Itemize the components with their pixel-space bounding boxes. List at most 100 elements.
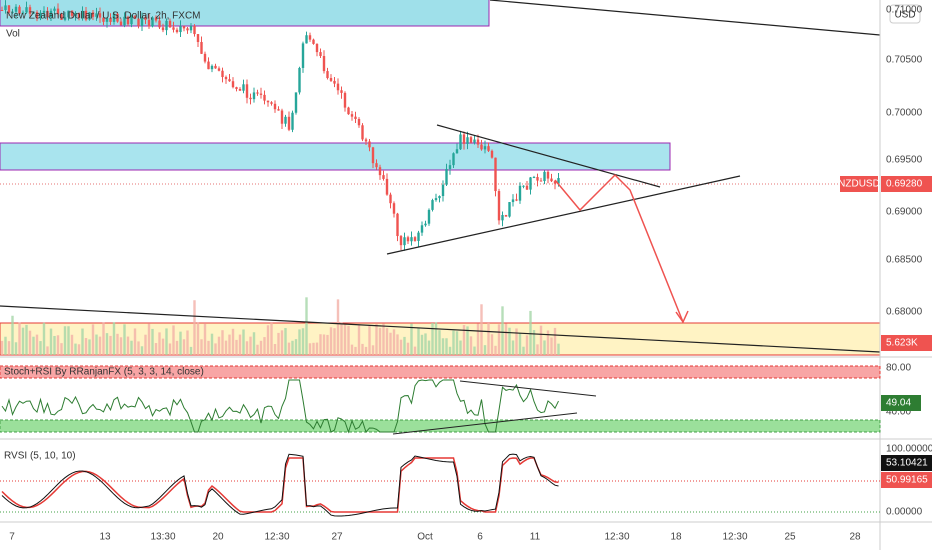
- volume-bar: [448, 346, 452, 355]
- candle-body: [67, 10, 70, 18]
- volume-bar: [32, 336, 35, 355]
- volume-bar: [518, 333, 522, 355]
- candle-body: [242, 84, 245, 91]
- volume-bar: [196, 322, 200, 355]
- candle-body: [25, 7, 28, 13]
- volume-bar: [74, 343, 77, 355]
- volume-bar: [378, 327, 382, 355]
- candle-body: [123, 16, 126, 26]
- candle-body: [133, 15, 137, 19]
- candle-body: [18, 6, 21, 14]
- candle-body: [424, 223, 427, 226]
- candle-body: [224, 77, 228, 80]
- candle-body: [88, 12, 91, 20]
- volume-bar: [280, 330, 284, 355]
- volume-bar: [431, 322, 434, 355]
- candle-body: [455, 149, 459, 154]
- candle-body: [186, 28, 189, 31]
- candle-body: [504, 215, 508, 217]
- candle-body: [340, 90, 343, 93]
- candle-body: [403, 237, 406, 246]
- trendline: [459, 380, 597, 397]
- volume-bar: [315, 342, 319, 355]
- volume-bar: [81, 328, 84, 355]
- candle-body: [53, 8, 56, 11]
- candle-body: [364, 139, 368, 142]
- volume-bar: [413, 346, 417, 355]
- candle-body: [210, 65, 214, 70]
- volume-bar: [266, 325, 270, 355]
- candle-body: [7, 5, 11, 13]
- volume-bar: [14, 342, 18, 355]
- volume-bar: [67, 326, 70, 355]
- volume-bar: [301, 328, 305, 355]
- candle-body: [109, 17, 112, 22]
- volume-bar: [553, 327, 557, 355]
- volume-bar: [410, 323, 413, 355]
- candle-body: [522, 185, 525, 187]
- candle-body: [392, 203, 396, 214]
- volume-bar: [305, 297, 308, 355]
- volume-bar: [291, 340, 294, 355]
- volume-bar: [343, 324, 347, 355]
- volume-bar: [350, 344, 354, 355]
- volume-bar: [231, 328, 235, 355]
- volume-bar: [116, 333, 119, 355]
- volume-bar: [396, 334, 399, 355]
- candle-body: [35, 12, 39, 19]
- volume-bar: [550, 337, 553, 355]
- candle-body: [361, 125, 364, 140]
- volume-bar: [445, 338, 448, 355]
- candle-body: [196, 34, 200, 43]
- volume-bar: [522, 346, 525, 355]
- volume-bar: [284, 328, 287, 355]
- candle-body: [333, 80, 336, 84]
- candle-body: [158, 20, 161, 28]
- volume-bar: [21, 327, 25, 355]
- currency-button[interactable]: [889, 4, 921, 24]
- volume-bar: [242, 329, 245, 355]
- candle-body: [480, 144, 483, 150]
- candle-body: [511, 199, 515, 203]
- volume-bar: [144, 334, 147, 355]
- candle-body: [434, 198, 438, 201]
- volume-bar: [501, 306, 504, 355]
- currency[interactable]: USD: [894, 10, 915, 21]
- candle-body: [525, 185, 529, 190]
- candle-body: [151, 17, 154, 27]
- candle-body: [235, 87, 238, 89]
- volume-bar: [256, 344, 259, 355]
- volume-bar: [452, 330, 455, 355]
- volume-bar: [294, 339, 298, 355]
- volume-bar: [11, 315, 14, 355]
- volume-bars: [0, 297, 560, 355]
- candle-body: [182, 26, 186, 29]
- candle-body: [473, 139, 476, 143]
- volume-bar: [490, 334, 494, 355]
- candle-body: [63, 17, 67, 20]
- volume-bar: [25, 324, 28, 355]
- trendlines: [0, 0, 881, 353]
- volume-bar: [497, 324, 501, 355]
- volume-bar: [49, 328, 53, 355]
- volume-bar: [56, 335, 60, 355]
- candle-body: [252, 92, 256, 100]
- volume-bar: [105, 333, 109, 355]
- volume-bar: [165, 328, 168, 355]
- volume-bar: [340, 322, 343, 355]
- volume-tag: [881, 335, 932, 351]
- candle-body: [60, 14, 63, 20]
- candle-body: [70, 10, 74, 16]
- time-axis-label: 18: [670, 532, 682, 543]
- volume-tag-text: 5.623K: [886, 338, 918, 349]
- candles: [0, 0, 560, 251]
- volume-bar: [434, 322, 438, 355]
- candle-body: [161, 27, 165, 31]
- candle-body: [11, 11, 14, 13]
- volume-bar: [235, 339, 238, 355]
- symbol-tag-text: NZDUSD: [838, 179, 880, 190]
- candle-body: [207, 61, 210, 70]
- price-axis-label: 0.71000: [886, 5, 923, 16]
- price-tag-text: 0.69280: [886, 179, 923, 190]
- volume-bar: [357, 324, 361, 355]
